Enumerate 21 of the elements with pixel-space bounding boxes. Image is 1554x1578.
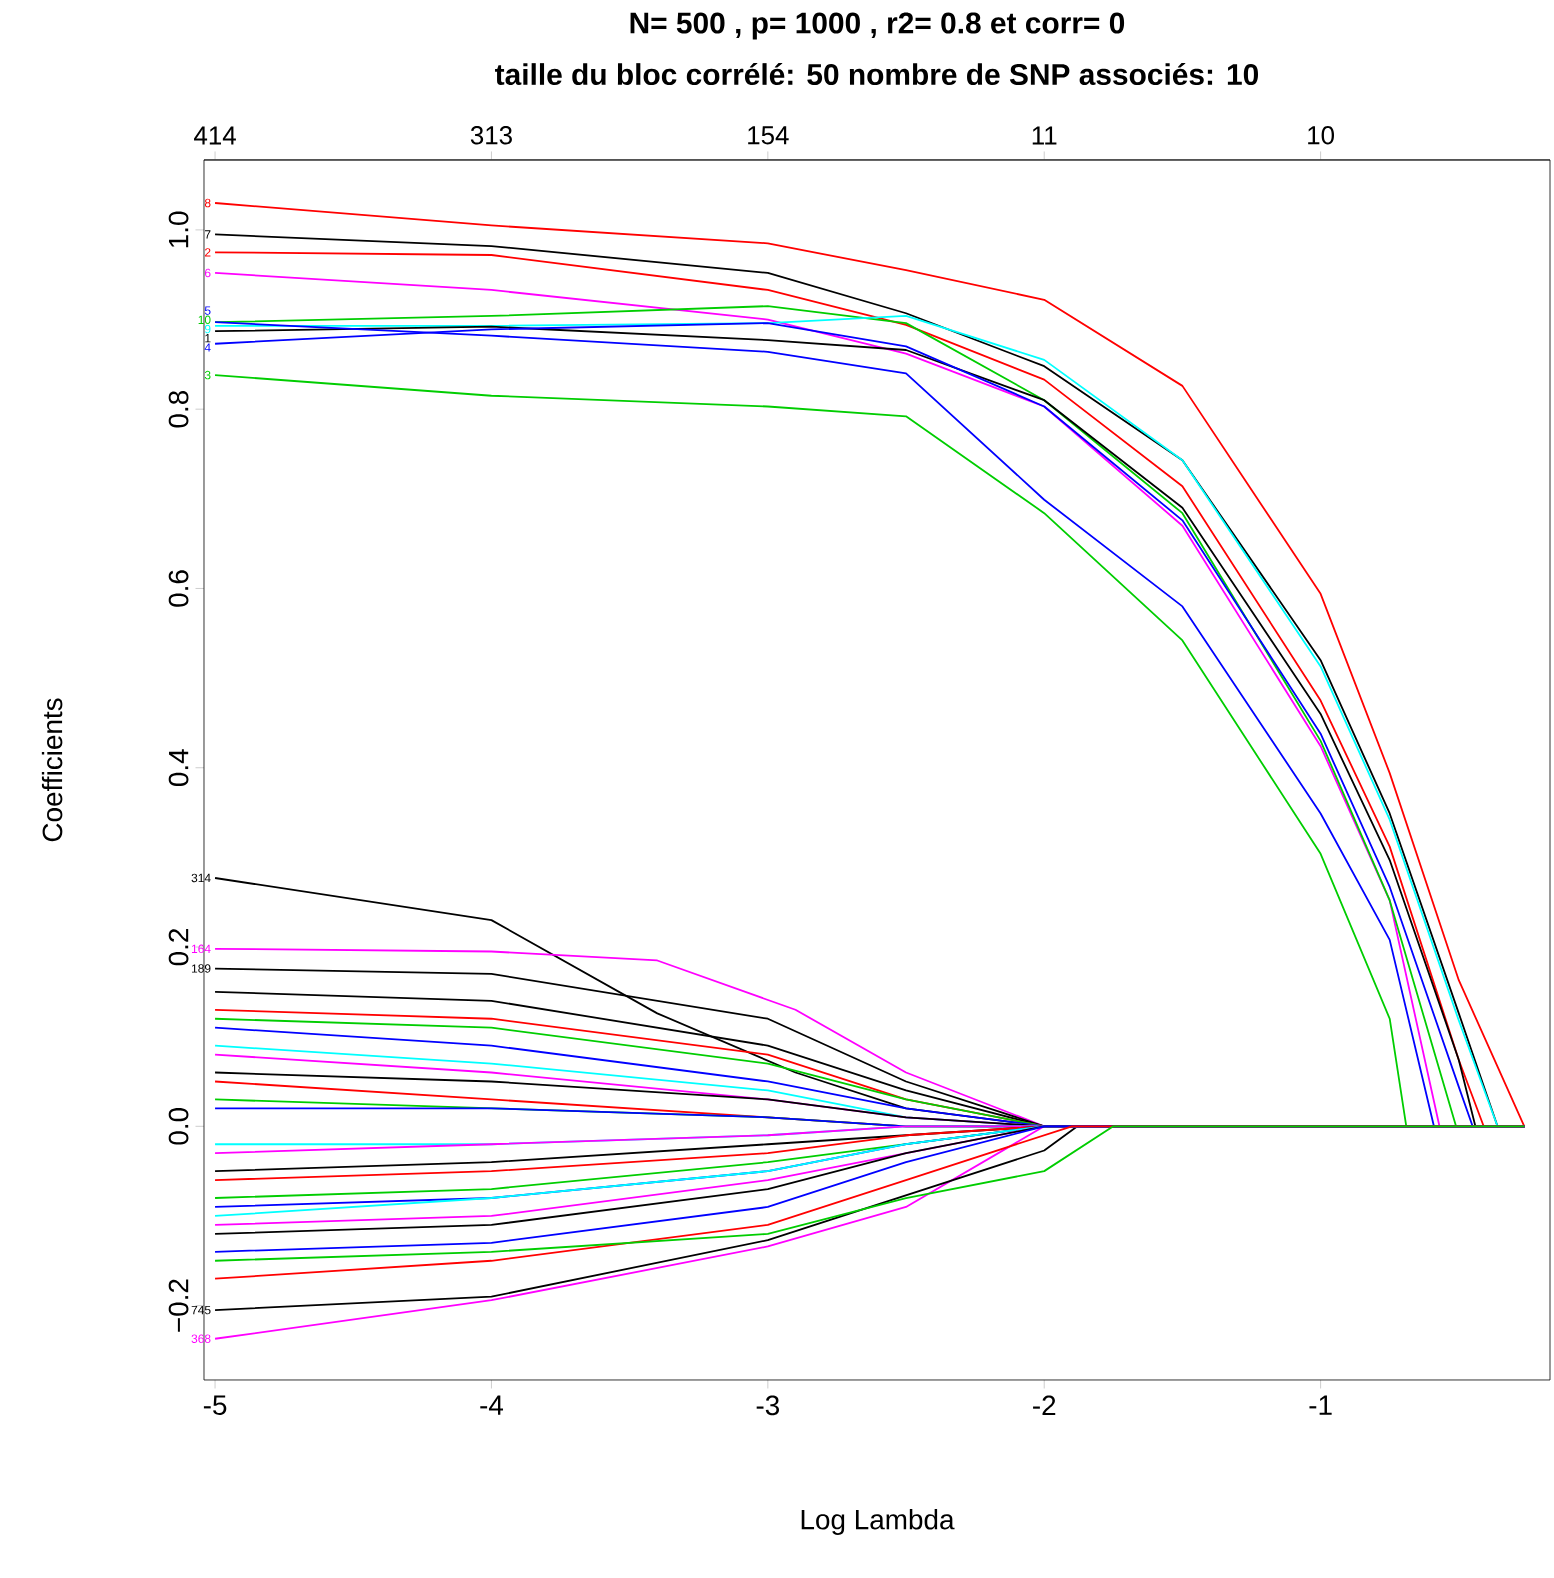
x-tick-label: -3 (756, 1395, 779, 1416)
y-axis-title: Coefficients (41, 698, 63, 842)
y-tick-label: 0.6 (168, 570, 189, 607)
y-tick-label: 0.0 (168, 1107, 189, 1145)
y-tick-label: 0.8 (168, 390, 189, 428)
x-tick-label: -4 (480, 1395, 504, 1415)
text: 313 (470, 126, 512, 145)
y-tick-label: 0.2 (168, 929, 189, 966)
chart-title: N= 500 , p= 1000 , r2= 0.8 et corr= 0 (630, 12, 1125, 40)
y-tick-label: −0.2 (168, 1279, 189, 1332)
text: 10 (1308, 126, 1335, 145)
chart-subtitle: taille du bloc corrélé: 50 nombre de SNP associés: 10 (495, 62, 1259, 86)
text: 154 (748, 126, 789, 145)
x-tick-label: -1 (1309, 1395, 1332, 1415)
y-tick-label: 0.4 (168, 749, 189, 787)
x-axis-title: Log Lambda (801, 1509, 955, 1536)
text: 11 (1032, 126, 1057, 145)
y-tick-label: 1.0 (168, 211, 189, 248)
x-tick-label: -5 (203, 1395, 227, 1415)
text: 414 (194, 126, 236, 145)
x-tick-label: -2 (1033, 1395, 1056, 1416)
